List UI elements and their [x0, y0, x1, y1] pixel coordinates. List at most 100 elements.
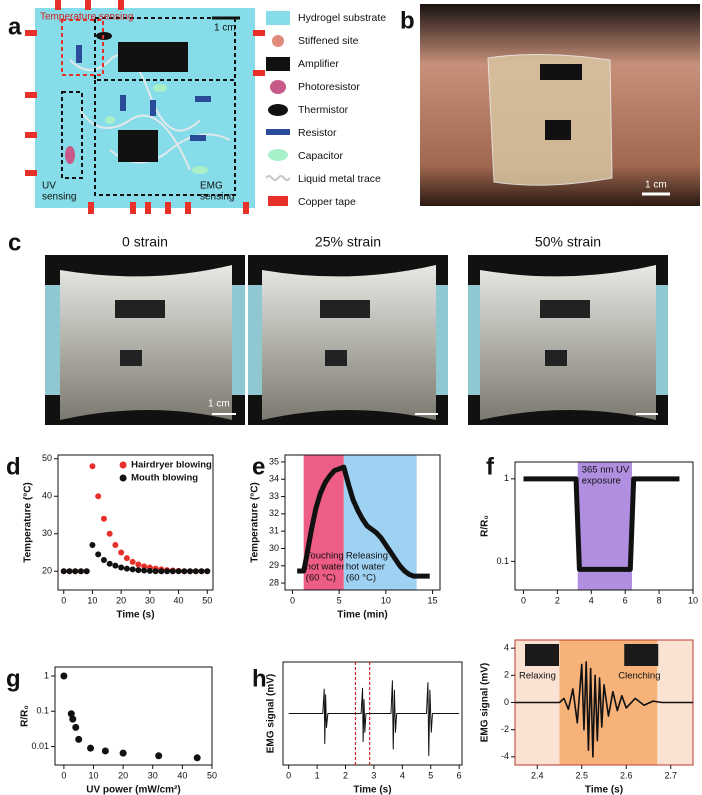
- diagram-label: sensing: [42, 192, 76, 203]
- x-tick-label: 20: [116, 595, 126, 605]
- x-tick-label: 50: [207, 770, 217, 780]
- legend-marker: [119, 474, 127, 482]
- data-point: [164, 568, 171, 575]
- x-axis-label: Time (s): [116, 610, 154, 621]
- data-point: [69, 715, 77, 723]
- x-tick-label: 10: [87, 595, 97, 605]
- photo-caption: 50% strain: [535, 234, 601, 250]
- x-tick-label: 5: [428, 770, 433, 780]
- data-point: [187, 568, 194, 575]
- data-point: [158, 568, 165, 575]
- chart: 0 10 20 30 40 50 20 30 40 50 Hairdryer blowing Mout…: [23, 453, 214, 621]
- x-tick-label: 15: [428, 595, 438, 605]
- chart: 2.4 2.5 2.6 2.7 -4 -2 0 2 4 Relaxing Clenching Time…: [480, 639, 694, 795]
- legend-label: Stiffened site: [298, 35, 359, 47]
- x-tick-label: 40: [174, 595, 184, 605]
- legend-marker: [119, 461, 127, 469]
- data-point: [75, 735, 83, 743]
- data-line: [297, 464, 430, 579]
- x-tick-label: 0: [61, 770, 66, 780]
- x-tick-label: 6: [623, 595, 628, 605]
- y-tick-label: 29: [269, 560, 279, 570]
- y-tick-label: 40: [42, 491, 52, 501]
- data-point: [119, 749, 127, 757]
- y-tick-label: 34: [269, 474, 279, 484]
- circuit-diagram: [25, 0, 265, 214]
- y-tick-label: 0.1: [36, 706, 49, 716]
- x-tick-label: 2: [555, 595, 560, 605]
- y-axis-label: Temperature (°C): [23, 482, 34, 563]
- data-point: [146, 567, 153, 574]
- x-axis-label: Time (s): [585, 785, 623, 795]
- photo: [468, 255, 668, 425]
- scale-label: 1 cm: [645, 180, 667, 191]
- data-point: [106, 530, 113, 537]
- scale-label: 1 cm: [214, 23, 236, 34]
- x-tick-label: 1: [315, 770, 320, 780]
- x-tick-label: 8: [657, 595, 662, 605]
- data-point: [169, 568, 176, 575]
- data-point: [141, 563, 148, 570]
- data-point: [193, 754, 201, 762]
- data-point: [89, 542, 96, 548]
- y-tick-label: 28: [269, 577, 279, 587]
- y-tick-label: 2: [504, 670, 509, 680]
- legend-label: Photoresistor: [298, 81, 360, 93]
- data-point: [100, 515, 107, 522]
- region-label: Touching: [306, 551, 344, 562]
- y-axis-label: R/R₀: [20, 705, 31, 727]
- data-point: [204, 568, 211, 575]
- y-tick-label: 35: [269, 456, 279, 466]
- annotation: Relaxing: [519, 671, 556, 682]
- y-tick-label: 0.01: [31, 741, 49, 751]
- y-tick-label: 20: [42, 566, 52, 576]
- data-point: [89, 463, 96, 470]
- y-tick-label: 50: [42, 453, 52, 463]
- x-tick-label: 10: [89, 770, 99, 780]
- x-tick-label: 2.5: [575, 770, 588, 780]
- data-point: [112, 542, 119, 548]
- y-tick-label: -2: [501, 724, 509, 734]
- panel-letter: a: [8, 13, 22, 40]
- data-point: [141, 567, 148, 574]
- data-point: [135, 567, 142, 574]
- x-tick-label: 10: [381, 595, 391, 605]
- legend-label: Resistor: [298, 127, 337, 139]
- y-tick-label: 32: [269, 508, 279, 518]
- panel-letter: g: [6, 665, 21, 692]
- legend-label: Amplifier: [298, 58, 339, 70]
- x-tick-label: 0: [290, 595, 295, 605]
- data-point: [66, 568, 73, 575]
- plot-frame: [284, 454, 441, 591]
- y-tick-label: 1: [44, 670, 49, 680]
- legend-label: Mouth blowing: [131, 473, 198, 484]
- y-tick-label: 30: [269, 543, 279, 553]
- y-axis-label: EMG signal (mV): [480, 663, 491, 742]
- x-tick-label: 4: [400, 770, 405, 780]
- panel-letter: b: [400, 7, 415, 34]
- data-point: [101, 747, 109, 755]
- panel-letter: c: [8, 229, 21, 256]
- photo: [45, 255, 245, 425]
- plot-frame: [57, 454, 214, 591]
- y-tick-label: -4: [501, 751, 509, 761]
- data-point: [123, 555, 130, 562]
- y-axis-label: Temperature (°C): [250, 482, 261, 563]
- diagram-label: UV: [42, 181, 56, 192]
- photo: [248, 255, 448, 425]
- data-line: [515, 660, 693, 758]
- x-axis-label: Time (min): [337, 610, 387, 621]
- x-tick-label: 4: [589, 595, 594, 605]
- x-tick-label: 10: [688, 595, 698, 605]
- data-point: [83, 568, 90, 575]
- x-tick-label: 3: [371, 770, 376, 780]
- diagram-label: EMG: [200, 181, 223, 192]
- legend-label: Capacitor: [298, 150, 343, 162]
- plot-frame: [282, 661, 463, 766]
- data-point: [95, 493, 102, 500]
- region-label: (60 °C): [306, 573, 336, 584]
- photo: [420, 4, 700, 206]
- y-tick-label: 31: [269, 526, 279, 536]
- data-point: [198, 568, 205, 575]
